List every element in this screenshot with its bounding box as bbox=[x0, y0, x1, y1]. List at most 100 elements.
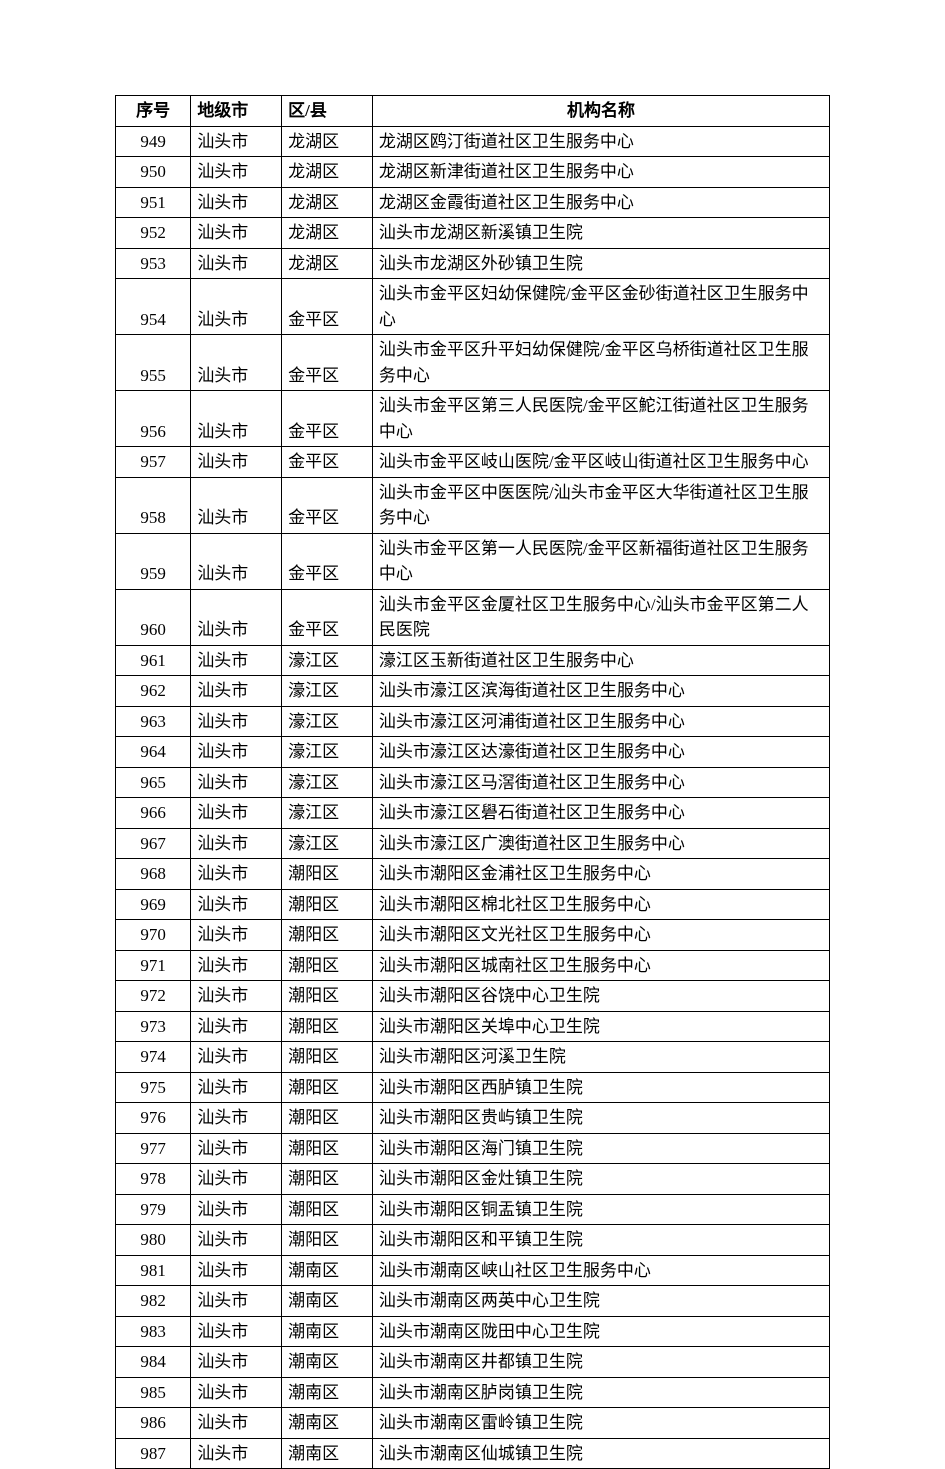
table-row: 984汕头市潮南区汕头市潮南区井都镇卫生院 bbox=[116, 1347, 830, 1378]
institutions-table: 序号 地级市 区/县 机构名称 949汕头市龙湖区龙湖区鸥汀街道社区卫生服务中心… bbox=[115, 95, 830, 1469]
cell-seq: 972 bbox=[116, 981, 191, 1012]
cell-seq: 982 bbox=[116, 1286, 191, 1317]
cell-seq: 987 bbox=[116, 1438, 191, 1469]
cell-seq: 959 bbox=[116, 533, 191, 589]
table-row: 949汕头市龙湖区龙湖区鸥汀街道社区卫生服务中心 bbox=[116, 126, 830, 157]
table-header-row: 序号 地级市 区/县 机构名称 bbox=[116, 96, 830, 127]
cell-district: 龙湖区 bbox=[282, 126, 373, 157]
cell-seq: 980 bbox=[116, 1225, 191, 1256]
cell-name: 龙湖区新津街道社区卫生服务中心 bbox=[372, 157, 829, 188]
cell-city: 汕头市 bbox=[191, 1072, 282, 1103]
cell-seq: 957 bbox=[116, 447, 191, 478]
cell-district: 潮南区 bbox=[282, 1255, 373, 1286]
cell-city: 汕头市 bbox=[191, 477, 282, 533]
cell-district: 潮阳区 bbox=[282, 859, 373, 890]
cell-district: 濠江区 bbox=[282, 798, 373, 829]
cell-city: 汕头市 bbox=[191, 676, 282, 707]
cell-district: 潮阳区 bbox=[282, 1072, 373, 1103]
cell-district: 龙湖区 bbox=[282, 187, 373, 218]
cell-seq: 967 bbox=[116, 828, 191, 859]
cell-name: 汕头市潮阳区铜盂镇卫生院 bbox=[372, 1194, 829, 1225]
cell-name: 汕头市金平区金厦社区卫生服务中心/汕头市金平区第二人民医院 bbox=[372, 589, 829, 645]
cell-name: 汕头市潮南区仙城镇卫生院 bbox=[372, 1438, 829, 1469]
cell-district: 潮南区 bbox=[282, 1286, 373, 1317]
table-row: 986汕头市潮南区汕头市潮南区雷岭镇卫生院 bbox=[116, 1408, 830, 1439]
cell-name: 汕头市潮阳区金灶镇卫生院 bbox=[372, 1164, 829, 1195]
cell-seq: 968 bbox=[116, 859, 191, 890]
cell-seq: 973 bbox=[116, 1011, 191, 1042]
cell-district: 金平区 bbox=[282, 391, 373, 447]
cell-seq: 969 bbox=[116, 889, 191, 920]
cell-name: 汕头市潮南区井都镇卫生院 bbox=[372, 1347, 829, 1378]
cell-name: 濠江区玉新街道社区卫生服务中心 bbox=[372, 645, 829, 676]
cell-seq: 974 bbox=[116, 1042, 191, 1073]
cell-name: 汕头市潮阳区谷饶中心卫生院 bbox=[372, 981, 829, 1012]
cell-city: 汕头市 bbox=[191, 737, 282, 768]
table-row: 964汕头市濠江区汕头市濠江区达濠街道社区卫生服务中心 bbox=[116, 737, 830, 768]
table-row: 963汕头市濠江区汕头市濠江区河浦街道社区卫生服务中心 bbox=[116, 706, 830, 737]
table-row: 967汕头市濠江区汕头市濠江区广澳街道社区卫生服务中心 bbox=[116, 828, 830, 859]
cell-district: 金平区 bbox=[282, 279, 373, 335]
cell-name: 汕头市濠江区河浦街道社区卫生服务中心 bbox=[372, 706, 829, 737]
header-seq: 序号 bbox=[116, 96, 191, 127]
cell-district: 潮阳区 bbox=[282, 1164, 373, 1195]
cell-seq: 958 bbox=[116, 477, 191, 533]
table-row: 958汕头市金平区汕头市金平区中医医院/汕头市金平区大华街道社区卫生服务中心 bbox=[116, 477, 830, 533]
cell-name: 汕头市潮阳区棉北社区卫生服务中心 bbox=[372, 889, 829, 920]
table-row: 950汕头市龙湖区龙湖区新津街道社区卫生服务中心 bbox=[116, 157, 830, 188]
table-row: 975汕头市潮阳区汕头市潮阳区西胪镇卫生院 bbox=[116, 1072, 830, 1103]
table-row: 973汕头市潮阳区汕头市潮阳区关埠中心卫生院 bbox=[116, 1011, 830, 1042]
table-row: 962汕头市濠江区汕头市濠江区滨海街道社区卫生服务中心 bbox=[116, 676, 830, 707]
cell-name: 龙湖区鸥汀街道社区卫生服务中心 bbox=[372, 126, 829, 157]
cell-district: 潮南区 bbox=[282, 1377, 373, 1408]
cell-city: 汕头市 bbox=[191, 859, 282, 890]
cell-city: 汕头市 bbox=[191, 1347, 282, 1378]
cell-city: 汕头市 bbox=[191, 1316, 282, 1347]
cell-city: 汕头市 bbox=[191, 391, 282, 447]
cell-district: 潮阳区 bbox=[282, 950, 373, 981]
cell-name: 汕头市潮阳区西胪镇卫生院 bbox=[372, 1072, 829, 1103]
cell-district: 金平区 bbox=[282, 447, 373, 478]
cell-name: 汕头市潮阳区海门镇卫生院 bbox=[372, 1133, 829, 1164]
table-row: 978汕头市潮阳区汕头市潮阳区金灶镇卫生院 bbox=[116, 1164, 830, 1195]
cell-district: 潮阳区 bbox=[282, 1103, 373, 1134]
cell-name: 汕头市濠江区滨海街道社区卫生服务中心 bbox=[372, 676, 829, 707]
cell-seq: 960 bbox=[116, 589, 191, 645]
header-district: 区/县 bbox=[282, 96, 373, 127]
cell-seq: 955 bbox=[116, 335, 191, 391]
cell-seq: 981 bbox=[116, 1255, 191, 1286]
cell-name: 汕头市潮南区雷岭镇卫生院 bbox=[372, 1408, 829, 1439]
cell-name: 汕头市濠江区达濠街道社区卫生服务中心 bbox=[372, 737, 829, 768]
table-row: 976汕头市潮阳区汕头市潮阳区贵屿镇卫生院 bbox=[116, 1103, 830, 1134]
cell-name: 汕头市潮阳区和平镇卫生院 bbox=[372, 1225, 829, 1256]
cell-city: 汕头市 bbox=[191, 589, 282, 645]
cell-seq: 965 bbox=[116, 767, 191, 798]
cell-name: 汕头市濠江区礐石街道社区卫生服务中心 bbox=[372, 798, 829, 829]
table-row: 974汕头市潮阳区汕头市潮阳区河溪卫生院 bbox=[116, 1042, 830, 1073]
cell-name: 汕头市金平区妇幼保健院/金平区金砂街道社区卫生服务中心 bbox=[372, 279, 829, 335]
cell-name: 汕头市潮阳区河溪卫生院 bbox=[372, 1042, 829, 1073]
cell-seq: 976 bbox=[116, 1103, 191, 1134]
cell-seq: 971 bbox=[116, 950, 191, 981]
table-row: 977汕头市潮阳区汕头市潮阳区海门镇卫生院 bbox=[116, 1133, 830, 1164]
cell-seq: 956 bbox=[116, 391, 191, 447]
table-row: 957汕头市金平区汕头市金平区岐山医院/金平区岐山街道社区卫生服务中心 bbox=[116, 447, 830, 478]
cell-district: 潮阳区 bbox=[282, 1194, 373, 1225]
cell-district: 金平区 bbox=[282, 589, 373, 645]
cell-seq: 983 bbox=[116, 1316, 191, 1347]
table-row: 954汕头市金平区汕头市金平区妇幼保健院/金平区金砂街道社区卫生服务中心 bbox=[116, 279, 830, 335]
table-row: 966汕头市濠江区汕头市濠江区礐石街道社区卫生服务中心 bbox=[116, 798, 830, 829]
cell-name: 汕头市金平区第三人民医院/金平区鮀江街道社区卫生服务中心 bbox=[372, 391, 829, 447]
cell-seq: 975 bbox=[116, 1072, 191, 1103]
header-city: 地级市 bbox=[191, 96, 282, 127]
cell-seq: 984 bbox=[116, 1347, 191, 1378]
table-row: 959汕头市金平区汕头市金平区第一人民医院/金平区新福街道社区卫生服务中心 bbox=[116, 533, 830, 589]
cell-city: 汕头市 bbox=[191, 828, 282, 859]
cell-name: 汕头市金平区第一人民医院/金平区新福街道社区卫生服务中心 bbox=[372, 533, 829, 589]
cell-city: 汕头市 bbox=[191, 1286, 282, 1317]
cell-district: 潮阳区 bbox=[282, 920, 373, 951]
cell-name: 汕头市金平区岐山医院/金平区岐山街道社区卫生服务中心 bbox=[372, 447, 829, 478]
cell-seq: 977 bbox=[116, 1133, 191, 1164]
cell-city: 汕头市 bbox=[191, 187, 282, 218]
cell-city: 汕头市 bbox=[191, 1225, 282, 1256]
